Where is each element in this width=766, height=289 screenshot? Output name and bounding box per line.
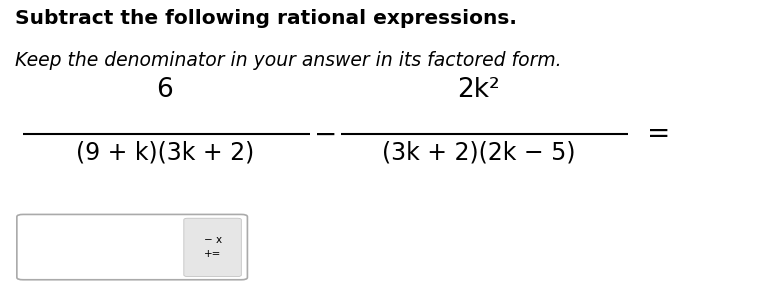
Text: −: −: [314, 121, 337, 148]
Text: (3k + 2)(2k − 5): (3k + 2)(2k − 5): [382, 140, 575, 164]
Text: 2k²: 2k²: [457, 77, 500, 103]
FancyBboxPatch shape: [17, 214, 247, 280]
FancyBboxPatch shape: [184, 218, 241, 277]
Text: 6: 6: [156, 77, 173, 103]
Text: − x
+=: − x +=: [204, 235, 221, 260]
Text: (9 + k)(3k + 2): (9 + k)(3k + 2): [76, 140, 254, 164]
Text: =: =: [647, 121, 670, 148]
Text: Subtract the following rational expressions.: Subtract the following rational expressi…: [15, 9, 517, 28]
Text: Keep the denominator in your answer in its factored form.: Keep the denominator in your answer in i…: [15, 51, 562, 70]
